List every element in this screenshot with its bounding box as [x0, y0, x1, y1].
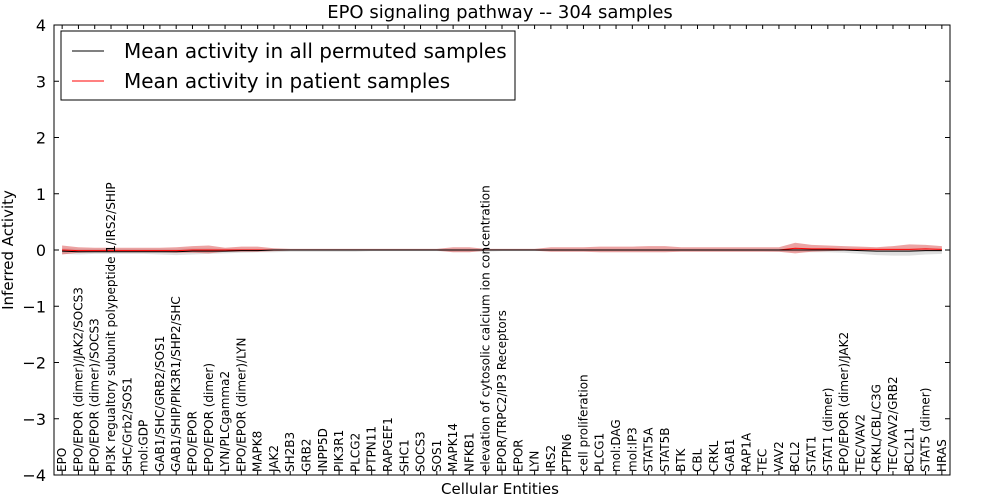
x-tick-label: PI3K regualtory subunit polypeptide 1/IR…	[104, 182, 118, 472]
x-tick-label: STAT1	[805, 436, 819, 472]
x-tick-label: PTPN11	[365, 426, 379, 472]
x-tick-label: BTK	[674, 447, 688, 472]
x-tick-label: elevation of cytosolic calcium ion conce…	[479, 185, 493, 472]
x-tick-label: CRKL	[707, 440, 721, 472]
y-tick-label: 2	[36, 129, 46, 148]
y-tick-label: 1	[36, 185, 46, 204]
x-tick-label: GAB1/SHC/GRB2/SOS1	[153, 336, 167, 472]
x-tick-label: mol:IP3	[625, 427, 639, 472]
permuted-samples-line	[62, 249, 942, 253]
y-tick-label: −1	[22, 297, 46, 316]
legend-box	[60, 30, 516, 101]
x-tick-label: LYN/PLCgamma2	[218, 371, 232, 472]
x-tick-label: SHC1	[397, 439, 411, 472]
legend: Mean activity in all permuted samples Mea…	[60, 30, 516, 101]
x-tick-label: cell proliferation	[577, 374, 591, 472]
x-tick-label: NFKB1	[462, 432, 476, 472]
y-tick-label: 0	[36, 241, 46, 260]
x-tick-label: GAB1	[723, 439, 737, 472]
x-tick-label: JAK2	[267, 445, 281, 473]
x-tick-label: STAT5 (dimer)	[919, 388, 933, 472]
x-tick-label: PIK3R1	[332, 430, 346, 472]
x-tick-label: IRS2	[544, 445, 558, 472]
x-tick-label: EPO/EPOR (dimer)/JAK2/SOCS3	[71, 287, 85, 472]
x-tick-label: TEC/VAV2	[853, 414, 867, 473]
x-tick-label: GRB2	[300, 438, 314, 472]
x-tick-label: EPOR/TRPC2/IP3 Receptors	[495, 310, 509, 472]
x-tick-label: SOS1	[430, 440, 444, 472]
x-tick-label: mol:GDP	[137, 420, 151, 472]
y-tick-label: −2	[22, 354, 46, 373]
x-tick-label: PLCG2	[348, 433, 362, 472]
x-tick-label: MAPK14	[446, 423, 460, 472]
plot-area: −4 −3 −2 −1 0 1 2 3 4 EPO EPO/EPOR (dimer)/JAK2/SO…	[22, 16, 951, 485]
x-tick-label: SHC/Grb2/SOS1	[120, 377, 134, 472]
x-tick-label: MAPK8	[251, 431, 265, 472]
x-tick-label: RAPGEF1	[381, 417, 395, 472]
x-tick-label: BCL2	[788, 441, 802, 472]
x-tick-label: CRKL/CBL/C3G	[870, 384, 884, 472]
x-tick-label: RAP1A	[739, 432, 753, 472]
x-tick-label: STAT1 (dimer)	[821, 388, 835, 472]
x-tick-label: TEC	[756, 449, 770, 473]
x-tick-label: STAT5B	[658, 428, 672, 473]
x-tick-label: BCL2L1	[902, 427, 916, 472]
x-tick-label: mol:DAG	[609, 419, 623, 472]
x-tick-label: EPO/EPOR (dimer)/JAK2	[837, 332, 851, 472]
x-tick-label: TEC/VAV2/GRB2	[886, 376, 900, 473]
x-tick-label: PLCG1	[593, 433, 607, 472]
x-tick-label: VAV2	[772, 441, 786, 472]
x-tick-label: EPO/EPOR (dimer)/LYN	[234, 338, 248, 472]
y-tick-label: 3	[36, 72, 46, 91]
x-tick-label: GAB1/SHIP/PIK3R1/SHP2/SHC	[169, 296, 183, 472]
x-tick-label: EPO	[55, 448, 69, 472]
x-tick-label: EPO/EPOR (dimer)	[202, 363, 216, 472]
x-tick-label: EPOR	[511, 439, 525, 472]
x-tick-label: EPO/EPOR	[186, 411, 200, 472]
x-axis-label: Cellular Entities	[441, 480, 559, 498]
legend-label: Mean activity in patient samples	[124, 69, 450, 93]
x-tick-label: HRAS	[935, 439, 949, 472]
x-tick-label: SOCS3	[414, 431, 428, 472]
legend-label: Mean activity in all permuted samples	[124, 39, 507, 63]
x-tick-label: LYN	[528, 451, 542, 472]
chart-title: EPO signaling pathway -- 304 samples	[327, 2, 673, 23]
y-tick-label: −4	[22, 466, 46, 485]
x-tick-label: CBL	[691, 448, 705, 472]
x-tick-label: EPO/EPOR (dimer)/SOCS3	[88, 318, 102, 472]
x-tick-label: PTPN6	[560, 434, 574, 472]
x-tick-label: SH2B3	[283, 432, 297, 472]
patient-samples-band	[62, 242, 942, 255]
x-tick-label: INPP5D	[316, 428, 330, 472]
x-tick-label: STAT5A	[642, 427, 656, 472]
plot-frame	[53, 24, 951, 476]
y-axis-label: Inferred Activity	[0, 190, 17, 310]
y-tick-label: 4	[36, 16, 46, 35]
y-tick-label: −3	[22, 410, 46, 429]
